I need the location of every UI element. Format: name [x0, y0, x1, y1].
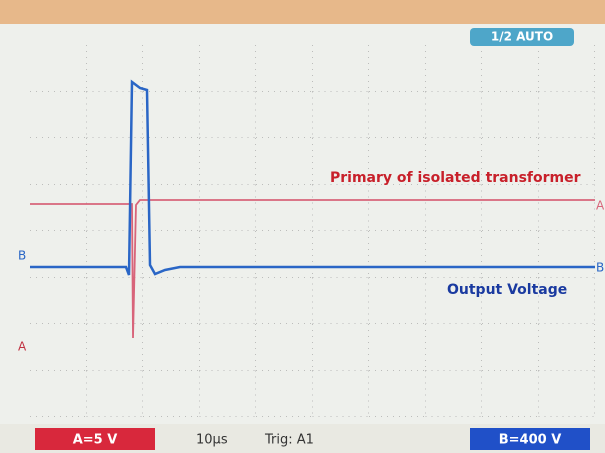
trigger: Trig: A1 — [264, 433, 314, 448]
annotation-output: Output Voltage — [447, 282, 567, 298]
channel-a-text: A=5 V — [73, 433, 118, 448]
marker-a-right: A — [596, 199, 605, 213]
top-bar — [0, 0, 605, 24]
scope-screen: 1/2 AUTO B A A B Primary of isolated tra… — [0, 0, 605, 453]
marker-b-right: B — [596, 261, 604, 275]
marker-b-left: B — [18, 249, 26, 263]
grid — [30, 45, 595, 417]
timebase: 10µs — [196, 433, 228, 448]
mode-text: 1/2 AUTO — [491, 30, 553, 44]
channel-b-text: B=400 V — [499, 433, 562, 448]
marker-a-left: A — [18, 340, 27, 354]
annotation-primary: Primary of isolated transformer — [330, 170, 581, 186]
